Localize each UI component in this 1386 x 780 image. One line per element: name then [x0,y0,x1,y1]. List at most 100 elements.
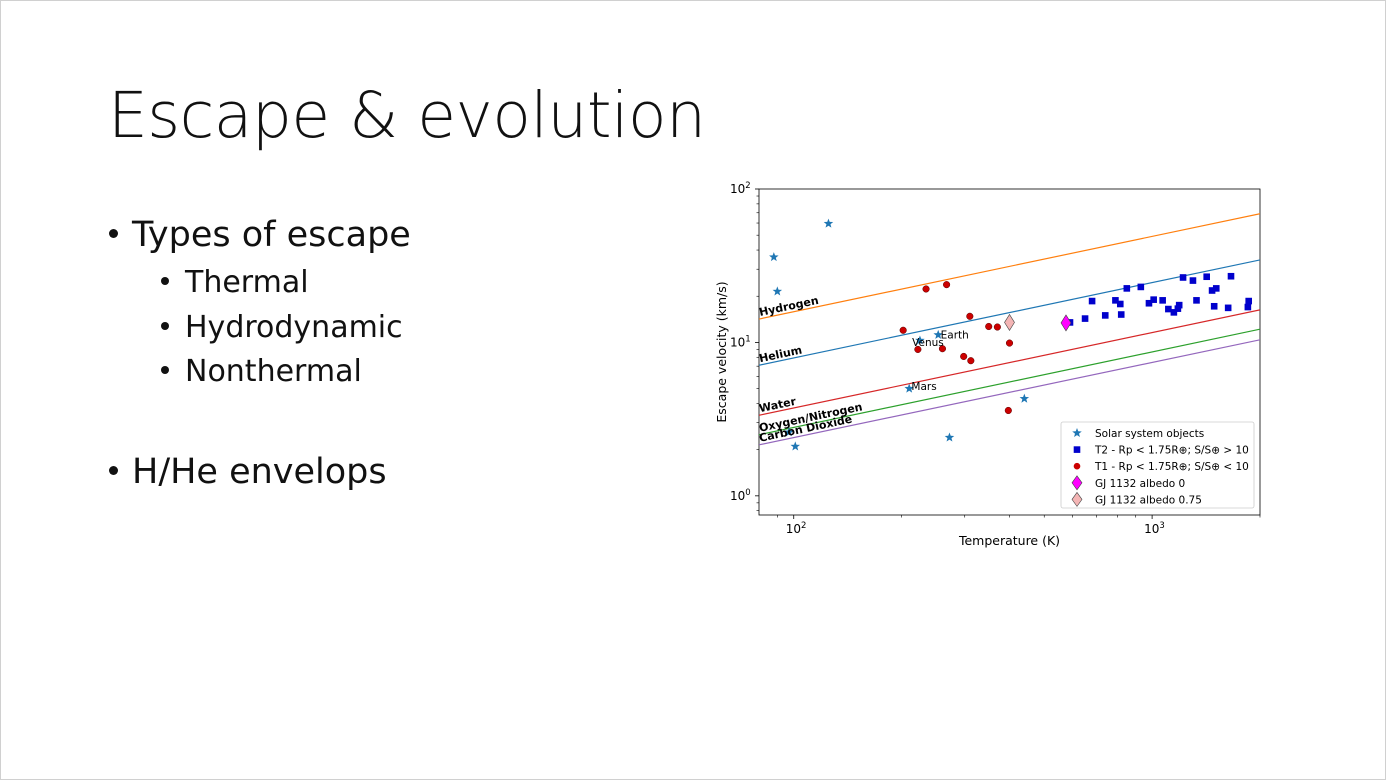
gj1132-point [1060,314,1072,332]
y-axis-label: Escape velocity (km/s) [714,281,729,422]
t2-point [1123,285,1131,292]
solar-system-point [790,441,801,451]
legend-marker [1073,462,1081,470]
t2-point [1203,273,1210,281]
legend-box [1060,421,1255,509]
y-tick-exponent: 0 [745,488,750,498]
t2-point [1165,305,1172,313]
bullet-text: Types of escape [132,215,411,255]
t1-point [1004,406,1012,415]
legend-label: GJ 1132 albedo 0 [1095,478,1185,490]
planet-annotation: Earth [941,329,969,341]
solar-system-point [784,427,794,437]
legend-marker [1071,475,1083,491]
t1-point [993,323,1001,331]
t1-point [938,345,947,353]
solar-system-point [915,335,925,345]
t2-point [1145,299,1153,307]
sub-bullet-text: Nonthermal [185,354,362,389]
t1-point [922,285,930,293]
x-tick-exponent: 2 [801,521,806,531]
sub-bullet-item: Thermal [161,265,309,300]
legend-marker [1072,428,1082,438]
x-axis-label: Temperature (K) [958,533,1060,548]
y-tick-exponent: 1 [745,334,750,344]
t2-point [1212,285,1220,292]
solar-system-point [944,432,955,442]
t1-point [899,326,907,334]
t2-point [1189,277,1197,284]
sub-bullet-text: Hydrodynamic [185,310,403,345]
gj1132-point [1004,313,1015,331]
t2-point [1117,311,1125,318]
t1-point [1005,339,1014,347]
t1-point [943,281,951,289]
t2-point [1193,297,1200,304]
bullet-dot [109,228,118,238]
t2-point [1224,304,1232,312]
t1-point [914,345,922,353]
t1-point [967,357,975,365]
y-tick-exponent: 2 [745,181,750,191]
t2-point [1227,272,1235,280]
escape-line [759,213,1260,320]
bullet-dot [109,465,118,475]
t2-point [1170,309,1178,316]
solar-system-point [1019,393,1030,403]
y-tick-label: 100 [730,488,751,503]
t2-point [1244,303,1252,311]
t2-point [1081,315,1089,322]
y-tick-label: 101 [730,334,751,349]
t2-point [1101,312,1109,319]
slide-title: Escape & evolution [108,79,706,152]
sub-bullet-item: Nonthermal [161,354,362,389]
legend-label: T2 - Rp < 1.75R⊕; S/S⊕ > 10 [1094,445,1249,457]
t1-point [960,352,968,361]
bullet-item: H/He envelops [109,452,387,492]
bullet-text: H/He envelops [132,452,387,492]
t2-point [1088,297,1096,305]
solar-system-point [823,218,834,228]
t1-point [985,322,993,331]
escape-line [759,328,1260,436]
solar-system-point [864,534,874,543]
t2-point [1175,301,1183,309]
solar-system-point [769,252,779,262]
t2-point [1150,296,1157,303]
t2-point [1174,305,1182,312]
legend-marker [1073,446,1081,453]
legend-label: Solar system objects [1095,428,1204,440]
bullet-dot [161,321,169,330]
sub-bullet-text: Thermal [185,265,309,300]
x-tick-exponent: 3 [1159,521,1164,531]
bullet-dot [161,365,169,374]
t2-point [1116,300,1124,308]
t2-point [1208,287,1216,294]
sub-bullet-item: Hydrodynamic [161,310,403,345]
bullet-item: Types of escape [109,215,411,255]
t2-point [1210,302,1218,310]
bullet-dot [161,276,169,285]
x-tick-label: 103 [1144,521,1165,536]
t2-point [1137,283,1145,291]
t2-point [1159,297,1166,304]
escape-line [759,309,1260,416]
t2-point [1112,297,1119,304]
planet-annotation: Mars [911,381,936,393]
legend-label: GJ 1132 albedo 0.75 [1095,494,1202,506]
x-tick-label: 102 [786,521,807,536]
escape-line [759,339,1260,446]
escape-line [759,259,1260,366]
solar-system-point [772,286,783,296]
legend-marker [1071,491,1083,507]
y-tick-label: 102 [730,181,751,196]
t2-point [1245,297,1253,305]
planet-annotation: Venus [912,337,944,349]
t2-point [1179,274,1187,281]
t1-point [966,312,974,320]
solar-system-point [933,329,943,339]
legend-label: T1 - Rp < 1.75R⊕; S/S⊕ < 10 [1094,461,1249,473]
